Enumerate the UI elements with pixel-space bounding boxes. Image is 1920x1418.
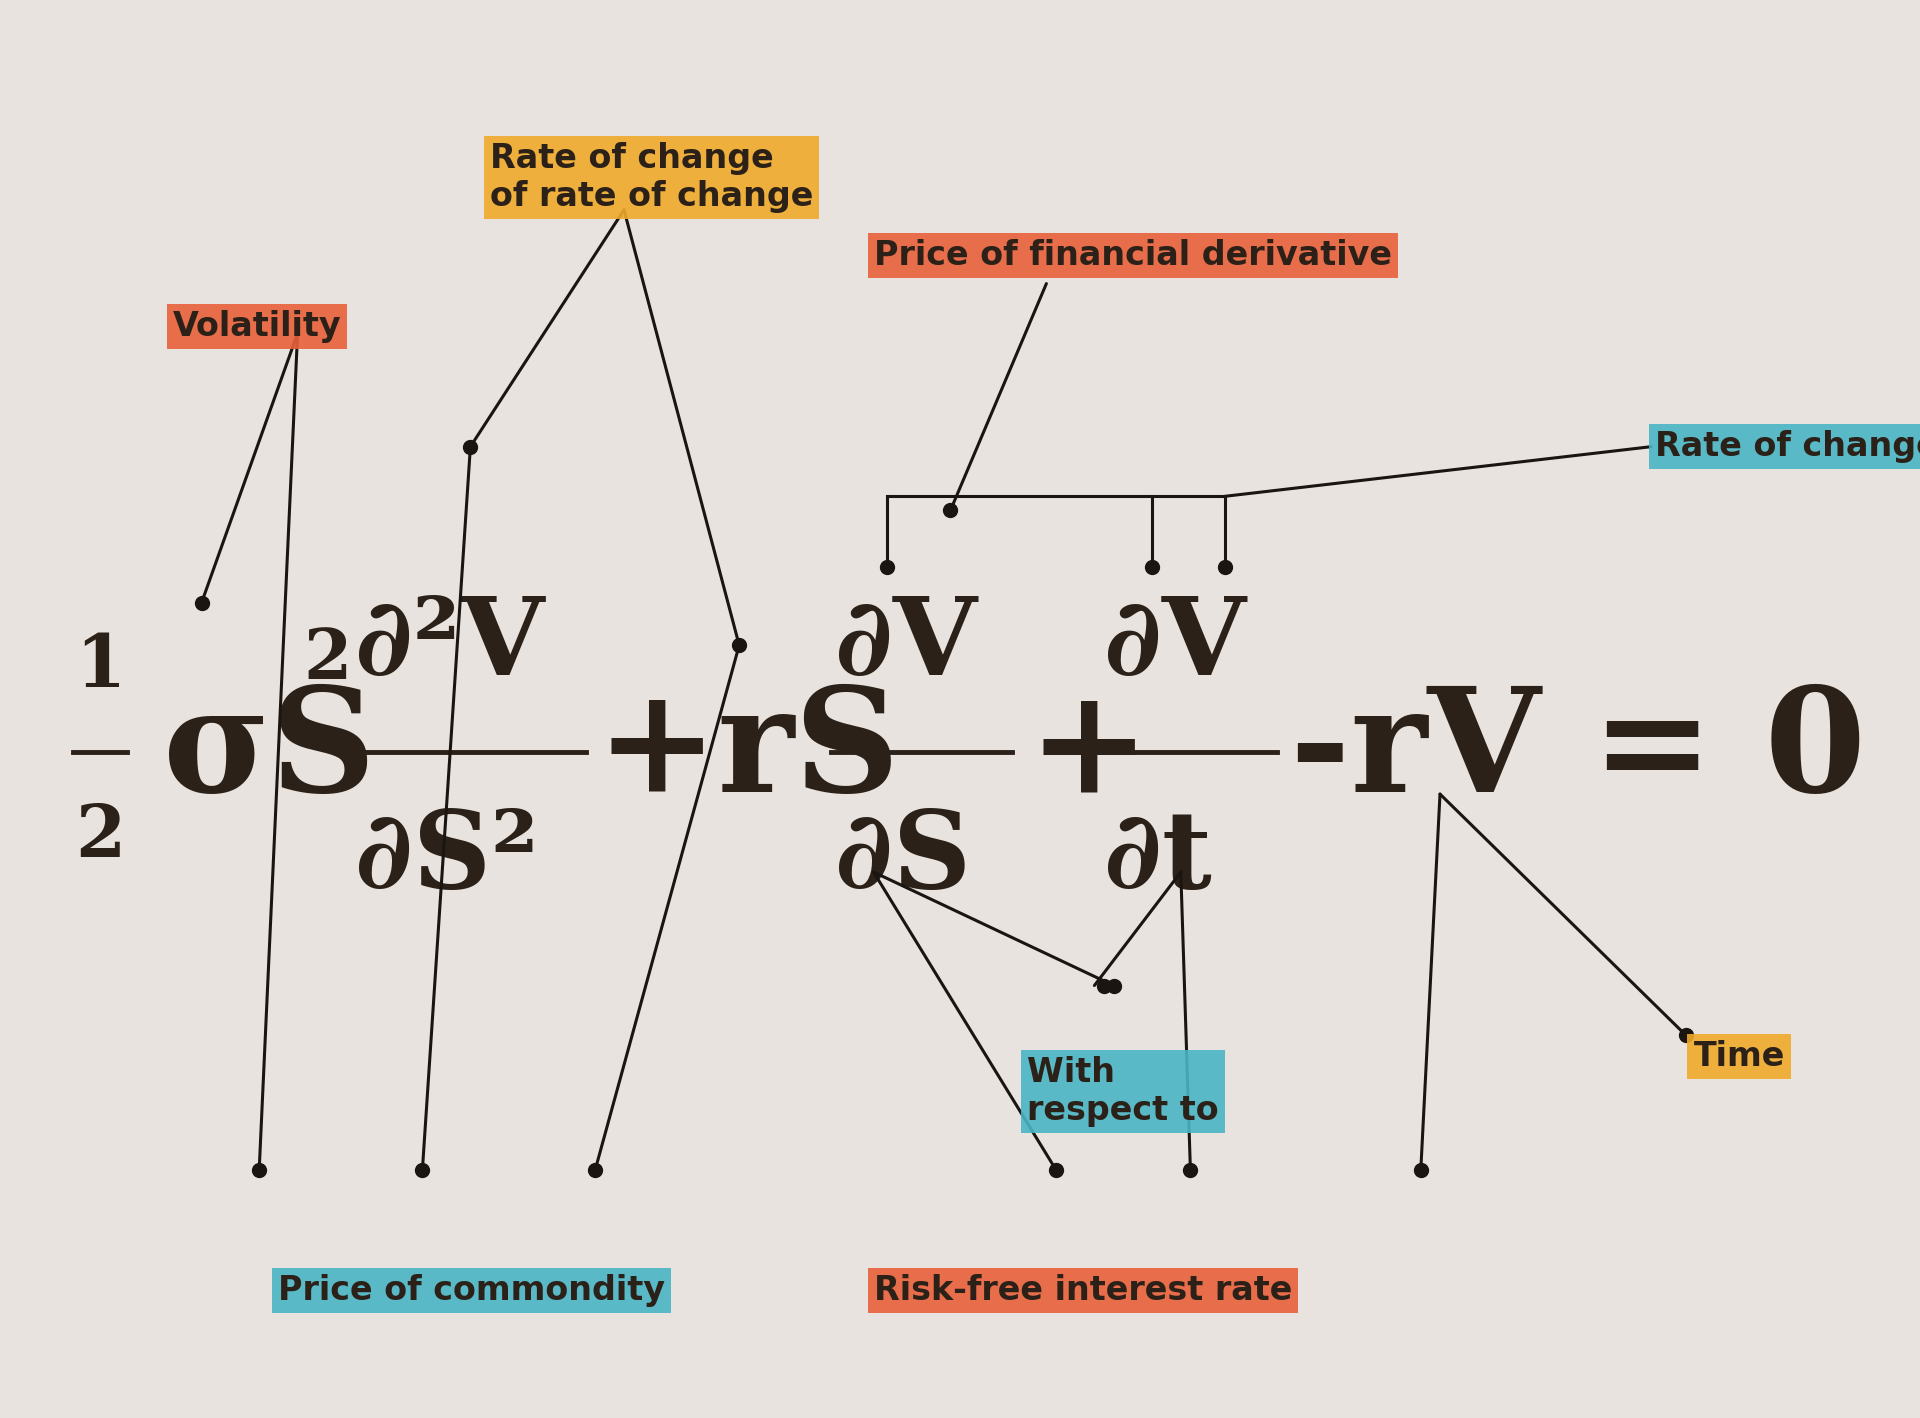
Text: ∂S²: ∂S² — [355, 805, 540, 912]
Text: -rV = 0: -rV = 0 — [1290, 681, 1866, 822]
Text: Rate of change: Rate of change — [1655, 430, 1920, 464]
Text: Rate of change
of rate of change: Rate of change of rate of change — [490, 142, 812, 213]
Text: 2: 2 — [303, 625, 351, 693]
Text: Time: Time — [1693, 1039, 1786, 1073]
Text: σS: σS — [163, 681, 376, 822]
Text: ∂V: ∂V — [835, 591, 977, 698]
Text: Price of financial derivative: Price of financial derivative — [874, 238, 1392, 272]
Text: ∂²V: ∂²V — [355, 591, 545, 698]
Text: 1: 1 — [75, 631, 125, 702]
Text: ∂t: ∂t — [1104, 805, 1212, 912]
Text: +: + — [1027, 681, 1150, 822]
Text: Price of commondity: Price of commondity — [278, 1273, 666, 1307]
Text: With
respect to: With respect to — [1027, 1056, 1219, 1127]
Text: ∂V: ∂V — [1104, 591, 1246, 698]
Text: +rS: +rS — [595, 681, 900, 822]
Text: Volatility: Volatility — [173, 309, 342, 343]
Text: ∂S: ∂S — [835, 805, 972, 912]
Text: Risk-free interest rate: Risk-free interest rate — [874, 1273, 1292, 1307]
Text: 2: 2 — [75, 801, 125, 872]
